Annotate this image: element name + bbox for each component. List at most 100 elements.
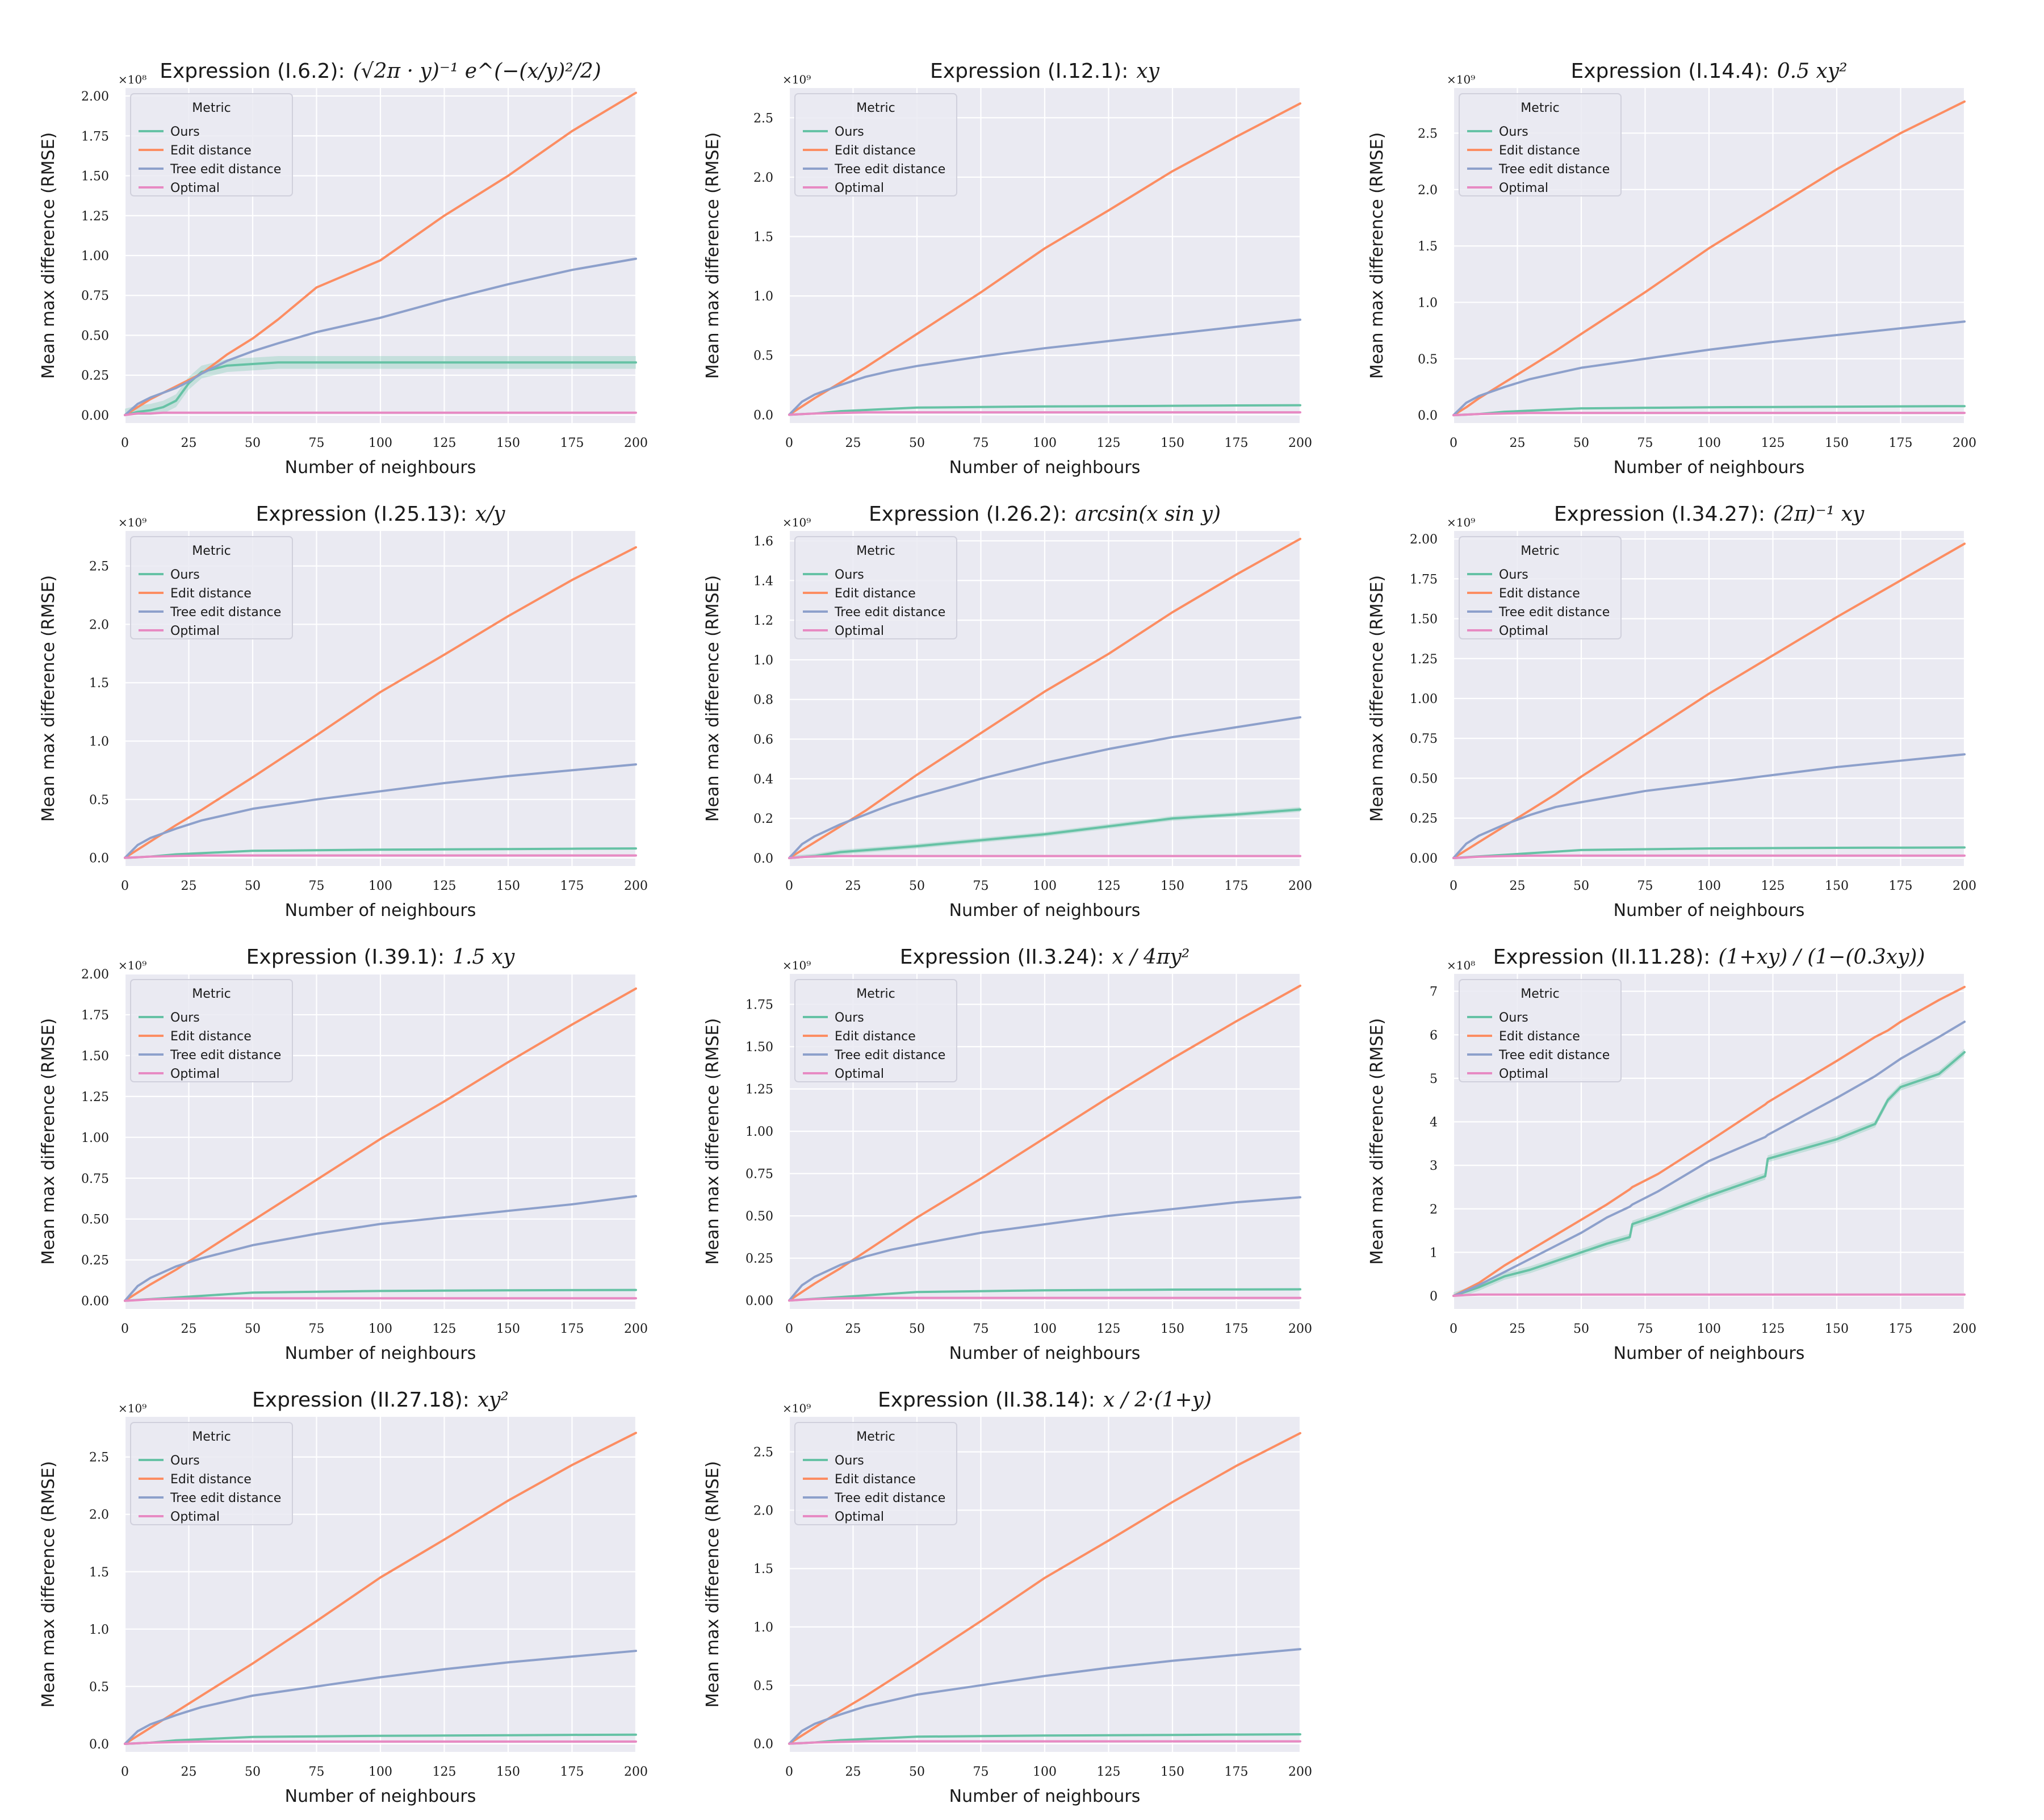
axis-scale-label: ×10⁸ xyxy=(118,73,146,86)
series-line-optimal xyxy=(1452,854,1966,859)
legend-label: Edit distance xyxy=(170,587,252,601)
y-tick-label: 0.0 xyxy=(89,1738,109,1752)
legend-box xyxy=(1459,979,1622,1082)
y-tick-label: 2.0 xyxy=(89,618,109,632)
legend-box xyxy=(130,979,293,1082)
x-tick-label: 100 xyxy=(1697,436,1721,450)
x-tick-label: 0 xyxy=(1450,1322,1457,1336)
chart-panel: 0 25 50 75 100 125 150 175 200 0.00 0.25 0.50 0.75 1.… xyxy=(1367,503,1976,921)
axis-scale-label: ×10⁹ xyxy=(782,73,811,86)
chart-title-expression: arcsin(x sin y) xyxy=(1075,503,1221,526)
x-tick-label: 150 xyxy=(1161,1765,1184,1779)
x-tick-label: 75 xyxy=(1637,1322,1653,1336)
x-tick-label: 50 xyxy=(1573,436,1589,450)
legend-label: Edit distance xyxy=(170,144,252,158)
y-tick-label: 2.5 xyxy=(89,1451,109,1465)
x-tick-label: 175 xyxy=(1225,1322,1249,1336)
legend-label: Ours xyxy=(1499,568,1528,582)
x-tick-label: 125 xyxy=(1761,879,1785,893)
chart-panel: 0 25 50 75 100 125 150 175 200 0.0 0.5 1.0 1.5 2.0 2.5… xyxy=(39,503,648,921)
legend-label: Ours xyxy=(170,1011,200,1025)
chart-panel: 0 25 50 75 100 125 150 175 200 0.0 0.5 1.0 1.5 2.0 2.5… xyxy=(703,60,1312,478)
y-tick-label: 0.00 xyxy=(81,1295,109,1309)
series-line-ours xyxy=(1452,1051,1966,1298)
y-tick-label: 2.5 xyxy=(89,560,109,574)
y-tick-label: 0.50 xyxy=(745,1210,773,1224)
chart-title-expression: (√2π · y)⁻¹ e^(−(x/y)²/2) xyxy=(353,60,601,83)
y-tick-label: 1.50 xyxy=(745,1040,773,1055)
x-tick-label: 75 xyxy=(309,879,325,893)
legend-box xyxy=(130,536,293,639)
x-tick-label: 0 xyxy=(1450,436,1457,450)
legend-label: Edit distance xyxy=(170,1472,252,1487)
x-tick-label: 75 xyxy=(309,1322,325,1336)
chart-title-expression: (2π)⁻¹ xy xyxy=(1773,503,1865,526)
legend-label: Edit distance xyxy=(835,1472,916,1487)
y-tick-label: 2.00 xyxy=(81,968,109,982)
y-tick-label: 1.50 xyxy=(81,1049,109,1064)
series-line-tree-edit-distance xyxy=(1452,320,1966,417)
chart-title-text: Expression (II.3.24): xyxy=(900,945,1104,969)
chart-title-expression: 0.5 xy² xyxy=(1777,60,1848,83)
x-tick-label: 150 xyxy=(1161,1322,1184,1336)
chart-title: Expression (II.38.14): x / 2·(1+y) xyxy=(878,1388,1212,1412)
x-tick-label: 125 xyxy=(1097,1765,1121,1779)
y-tick-label: 2.5 xyxy=(753,1446,773,1460)
y-tick-label: 2 xyxy=(1430,1203,1438,1217)
legend-label: Optimal xyxy=(170,1067,220,1081)
legend-box xyxy=(794,536,957,639)
x-tick-label: 175 xyxy=(560,1322,584,1336)
x-tick-label: 175 xyxy=(1889,436,1913,450)
series-line-edit-distance xyxy=(124,987,637,1302)
legend: Metric Ours Edit distance Tree edit distanc… xyxy=(130,979,293,1082)
legend: Metric Ours Edit distance Tree edit distanc… xyxy=(1459,536,1622,639)
x-tick-label: 200 xyxy=(1953,1322,1976,1336)
y-tick-label: 1.4 xyxy=(753,574,773,588)
chart-title-text: Expression (I.12.1): xyxy=(930,60,1128,83)
y-tick-label: 0.5 xyxy=(1418,353,1438,367)
legend-label: Ours xyxy=(835,125,864,139)
x-tick-label: 100 xyxy=(1697,879,1721,893)
legend-label: Ours xyxy=(835,1011,864,1025)
series-line-tree-edit-distance xyxy=(124,763,637,859)
y-tick-label: 1.5 xyxy=(1418,240,1438,254)
x-tick-label: 75 xyxy=(1637,879,1653,893)
y-tick-label: 1.0 xyxy=(753,290,773,304)
series-line-edit-distance xyxy=(1452,542,1966,859)
axis-scale-label: ×10⁹ xyxy=(782,516,811,529)
series-line-edit-distance xyxy=(788,102,1301,416)
y-tick-label: 2.0 xyxy=(89,1508,109,1522)
x-tick-label: 200 xyxy=(624,1322,648,1336)
y-axis-label: Mean max difference (RMSE) xyxy=(39,1461,58,1708)
y-tick-label: 1.75 xyxy=(81,129,109,144)
x-tick-label: 175 xyxy=(1889,879,1913,893)
y-tick-label: 2.0 xyxy=(1418,183,1438,198)
x-tick-label: 100 xyxy=(1697,1322,1721,1336)
x-tick-label: 0 xyxy=(121,436,129,450)
chart-panel: 0 25 50 75 100 125 150 175 200 0.00 0.25 0.50 0.75 1.… xyxy=(39,60,648,478)
x-tick-label: 50 xyxy=(909,1322,925,1336)
y-tick-label: 2.00 xyxy=(1410,533,1438,547)
y-tick-label: 0.25 xyxy=(1410,812,1438,826)
y-axis-label: Mean max difference (RMSE) xyxy=(39,575,58,822)
x-tick-label: 150 xyxy=(1825,1322,1849,1336)
y-tick-label: 1.00 xyxy=(81,249,109,263)
chart-title-expression: (1+xy) / (1−(0.3xy)) xyxy=(1718,945,1925,969)
x-tick-label: 100 xyxy=(1033,1765,1057,1779)
y-tick-label: 1.75 xyxy=(81,1009,109,1023)
chart-title: Expression (I.26.2): arcsin(x sin y) xyxy=(869,503,1221,526)
x-tick-label: 25 xyxy=(1510,1322,1526,1336)
x-tick-label: 125 xyxy=(1097,1322,1121,1336)
x-tick-label: 25 xyxy=(181,879,197,893)
x-tick-label: 125 xyxy=(1761,1322,1785,1336)
y-tick-label: 0.8 xyxy=(753,693,773,708)
axis-scale-label: ×10⁹ xyxy=(118,1401,146,1415)
series-line-optimal xyxy=(124,854,637,859)
x-tick-label: 25 xyxy=(181,436,197,450)
legend-label: Ours xyxy=(170,125,200,139)
y-tick-label: 1.5 xyxy=(753,1562,773,1576)
y-tick-label: 1.5 xyxy=(753,231,773,245)
x-axis-label: Number of neighbours xyxy=(1614,458,1805,478)
x-tick-label: 100 xyxy=(368,1322,392,1336)
